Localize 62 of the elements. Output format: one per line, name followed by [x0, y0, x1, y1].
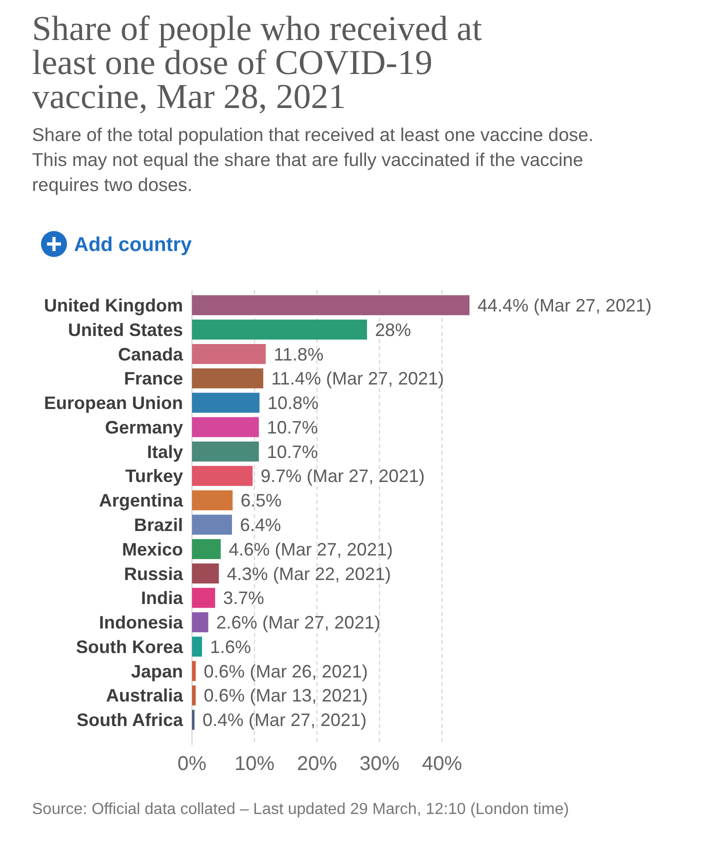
x-tick-label: 10% [234, 753, 275, 775]
bar [192, 514, 232, 535]
data-label: 11.4% (Mar 27, 2021) [271, 368, 444, 389]
y-tick-label: India [140, 588, 184, 608]
y-tick-label: Japan [130, 661, 183, 682]
data-label: 10.8% [268, 393, 319, 414]
chart-subtitle: Share of the total population that received at least one vaccine dose. This may not equal the share that are fully vaccinated if the vaccine requires two doses. [32, 123, 595, 197]
y-tick-label: European Union [44, 393, 183, 414]
y-tick-label: United States [68, 320, 183, 340]
data-label: 6.5% [240, 490, 282, 511]
bar [192, 295, 470, 316]
data-label: 28% [375, 320, 412, 340]
y-tick-label: Canada [118, 344, 184, 364]
y-tick-label: Australia [106, 686, 184, 706]
data-label: 0.4% (Mar 27, 2021) [202, 710, 367, 730]
data-label: 6.4% [240, 514, 282, 535]
y-tick-label: Argentina [98, 490, 184, 511]
data-label: 11.8% [274, 344, 324, 364]
chart-title: Share of people who received at least one dose of COVID-19 vaccine, Mar 28, 2021 [32, 9, 483, 116]
bar [192, 392, 260, 413]
bar [192, 320, 367, 340]
data-label: 3.7% [223, 588, 264, 608]
y-tick-label: South Korea [76, 636, 184, 657]
source-note: Source: Official data collated – Last updated 29 March, 12:10 (London time) [32, 800, 570, 820]
data-label: 0.6% (Mar 13, 2021) [204, 686, 368, 706]
bar [192, 636, 202, 657]
y-tick-label: Indonesia [98, 612, 184, 633]
bar [192, 588, 216, 608]
x-tick-label: 40% [422, 753, 462, 775]
y-tick-label: Turkey [125, 466, 183, 486]
bar [192, 344, 266, 364]
data-label: 44.4% (Mar 27, 2021) [478, 295, 652, 316]
data-label: 4.6% (Mar 27, 2021) [228, 539, 393, 560]
bar [192, 417, 259, 438]
bar [192, 442, 259, 462]
data-label: 2.6% (Mar 27, 2021) [216, 612, 380, 633]
bar [192, 490, 233, 510]
data-label: 10.7% [266, 442, 318, 462]
y-tick-label: Germany [104, 417, 183, 438]
data-label: 4.3% (Mar 22, 2021) [226, 564, 391, 584]
x-tick-label: 20% [296, 753, 338, 775]
y-tick-label: Mexico [122, 539, 183, 560]
y-tick-label: Brazil [134, 514, 183, 535]
bar [192, 612, 208, 632]
x-tick-label: 30% [359, 753, 400, 775]
bar [192, 685, 196, 706]
y-tick-label: United Kingdom [44, 295, 183, 316]
data-label: 9.7% (Mar 27, 2021) [260, 466, 425, 486]
x-tick-label: 0% [178, 753, 207, 775]
data-label: 0.6% (Mar 26, 2021) [204, 661, 368, 682]
y-tick-label: Russia [124, 564, 184, 584]
bar [192, 368, 264, 388]
bar [192, 539, 221, 560]
bar [192, 466, 253, 486]
y-tick-label: France [124, 368, 183, 389]
data-label: 1.6% [210, 636, 252, 657]
bar [192, 661, 196, 682]
y-tick-label: Italy [146, 442, 183, 462]
bar [192, 563, 219, 584]
text: Add country [74, 234, 193, 256]
y-tick-label: South Africa [76, 710, 184, 730]
data-label: 10.7% [266, 417, 318, 438]
